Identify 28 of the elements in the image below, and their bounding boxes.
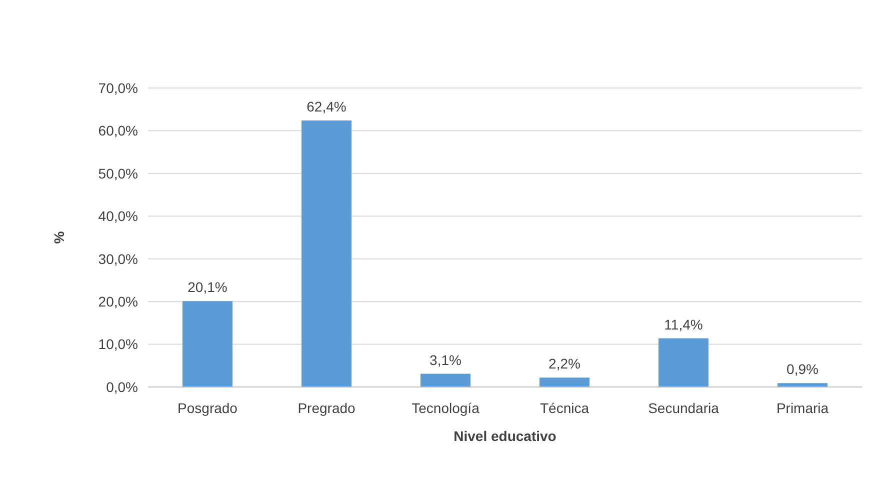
data-label: 11,4% [664, 316, 703, 332]
bar [778, 383, 828, 387]
y-tick-label: 30,0% [98, 250, 138, 267]
data-label: 20,1% [188, 279, 228, 296]
data-label: 62,4% [306, 98, 346, 114]
bar [540, 378, 590, 387]
bar [302, 120, 352, 387]
y-tick-label: 0,0% [106, 378, 138, 395]
y-tick-label: 40,0% [98, 208, 138, 224]
x-tick-label: Primaria [776, 400, 829, 416]
bar [182, 301, 232, 387]
y-tick-label: 50,0% [98, 165, 138, 182]
y-axis-title: % [51, 230, 67, 244]
y-tick-label: 60,0% [98, 122, 138, 139]
x-tick-label: Posgrado [178, 400, 238, 416]
y-tick-label: 10,0% [98, 336, 138, 352]
data-label: 2,2% [548, 356, 580, 372]
x-tick-label: Pregrado [298, 400, 356, 416]
y-tick-label: 70,0% [98, 80, 138, 96]
x-tick-label: Secundaria [648, 400, 720, 416]
data-label: 3,1% [430, 352, 462, 368]
x-tick-label: Técnica [540, 400, 590, 416]
bar [658, 338, 708, 387]
x-tick-label: Tecnología [412, 400, 480, 416]
bar [420, 374, 470, 387]
y-tick-label: 20,0% [98, 293, 138, 310]
x-axis-title: Nivel educativo [454, 428, 556, 444]
data-label: 0,9% [786, 361, 818, 378]
